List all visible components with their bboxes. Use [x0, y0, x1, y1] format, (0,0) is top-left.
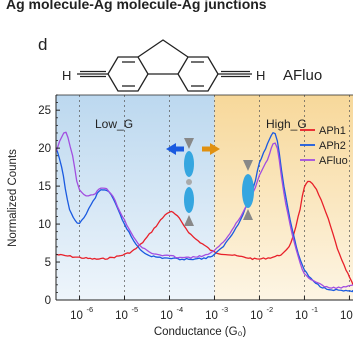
arrow-right-icon: [202, 143, 220, 155]
legend: APh1 APh2 AFluo: [300, 125, 348, 167]
series-line-aph1: [56, 180, 353, 286]
x-tick-label-4: 10: [250, 310, 263, 322]
x-tick-label-5: 10: [295, 310, 308, 322]
x-tick-exponent-5: -1: [311, 305, 318, 314]
molecule-name: AFluo: [283, 67, 322, 84]
atom-left: [186, 179, 192, 185]
legend-label-aph2: APh2: [319, 140, 346, 152]
x-tick-label-6: 10: [340, 310, 353, 322]
header-text: Ag molecule-Ag molecule-Ag junctions: [6, 0, 267, 12]
tip-bottom-left: [184, 215, 194, 226]
legend-label-aph1: APh1: [319, 125, 346, 137]
molecule-structure: H H AFluo: [62, 39, 322, 92]
series-line-aph2: [56, 132, 353, 293]
x-tick-label-1: 10: [115, 310, 128, 322]
molecule-blob-left-top: [184, 151, 194, 177]
y-axis-title: Normalized Counts: [7, 149, 19, 247]
molecule-blob-left-bottom: [184, 187, 194, 213]
molecule-right-h: H: [256, 68, 265, 83]
region-high-g: [214, 95, 353, 300]
x-tick-label-0: 10: [70, 310, 83, 322]
legend-label-afluo: AFluo: [319, 155, 348, 167]
tip-top-left: [184, 138, 194, 149]
junction-illustration: [166, 138, 254, 226]
y-tick-label-0: 0: [45, 295, 51, 307]
arrow-left-icon: [166, 143, 184, 155]
x-tick-exponent-0: -6: [87, 305, 94, 314]
x-tick-exponent-2: -4: [176, 305, 183, 314]
methylene-bridge: [137, 39, 189, 58]
y-tick-label-5: 5: [45, 257, 51, 269]
region-label-high-g: High_G: [266, 117, 307, 131]
y-tick-label-25: 25: [38, 105, 51, 117]
tip-top-right: [243, 160, 253, 171]
molecule-left-h: H: [62, 68, 71, 83]
x-tick-label-3: 10: [205, 310, 218, 322]
tip-bottom-right: [243, 209, 253, 220]
x-axis-title: Conductance (G₀): [154, 326, 247, 337]
molecule-blob-right: [242, 174, 254, 208]
x-tick-exponent-3: -3: [221, 305, 228, 314]
x-tick-exponent-1: -5: [132, 305, 139, 314]
x-tick-label-2: 10: [160, 310, 173, 322]
region-label-low-g: Low_G: [95, 117, 133, 131]
y-tick-label-20: 20: [38, 143, 51, 155]
x-tick-exponent-4: -2: [266, 305, 273, 314]
panel-label: d: [38, 35, 47, 54]
y-tick-label-15: 15: [38, 181, 51, 193]
series-line-afluo: [56, 131, 353, 290]
y-tick-label-10: 10: [38, 219, 51, 231]
